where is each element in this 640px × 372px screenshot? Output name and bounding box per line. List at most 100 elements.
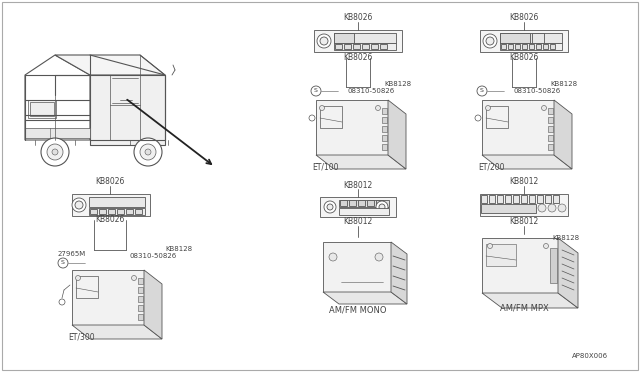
Bar [90,209,97,214]
Bar [548,126,553,132]
Circle shape [131,276,136,280]
Polygon shape [72,270,144,325]
Bar [545,195,551,203]
Bar [28,100,56,118]
Text: KB8026: KB8026 [509,54,539,62]
Text: KB8128: KB8128 [550,81,577,87]
Bar [367,200,374,206]
Polygon shape [72,325,162,339]
Bar [320,197,396,217]
Polygon shape [90,75,165,145]
Circle shape [320,37,328,45]
Bar [362,44,369,49]
Bar [480,194,568,216]
Text: ET/300: ET/300 [68,333,95,341]
Polygon shape [55,55,165,75]
Bar [508,44,513,49]
Bar [138,296,143,302]
Text: ET/100: ET/100 [312,163,339,171]
Text: KB8128: KB8128 [552,235,579,241]
Bar [89,208,145,215]
Circle shape [145,149,151,155]
Bar [89,197,145,207]
Bar [340,200,347,206]
Bar [334,43,396,50]
Circle shape [41,138,69,166]
Circle shape [59,299,65,305]
Text: KB8012: KB8012 [509,177,539,186]
Text: AM/FM MPX: AM/FM MPX [500,304,548,312]
Bar [382,108,387,114]
Text: S: S [61,260,65,266]
Bar [481,204,536,213]
Circle shape [541,106,547,110]
Bar [108,209,115,214]
Circle shape [486,37,494,45]
Bar [382,117,387,123]
Bar [548,108,553,114]
Text: KB8012: KB8012 [344,218,372,227]
Circle shape [538,204,546,212]
Bar [138,305,143,311]
Circle shape [140,144,156,160]
Bar [135,209,142,214]
Bar [371,44,378,49]
Text: KB8026: KB8026 [343,54,372,62]
Bar [138,278,143,284]
Circle shape [477,86,487,96]
Bar [380,44,387,49]
Bar [335,44,342,49]
Text: 08310-50826: 08310-50826 [348,88,396,94]
Text: 08310-50826: 08310-50826 [130,253,177,259]
Bar [334,33,354,43]
Text: ET/200: ET/200 [478,163,504,171]
Bar [358,200,365,206]
Text: KB8026: KB8026 [343,13,372,22]
Bar [548,117,553,123]
Bar [505,195,511,203]
Bar [536,44,541,49]
Circle shape [486,106,490,110]
Polygon shape [482,155,572,169]
Polygon shape [482,100,554,155]
Bar [548,135,553,141]
Circle shape [475,115,481,121]
Circle shape [543,244,548,248]
Polygon shape [388,100,406,169]
Bar [537,195,543,203]
Text: KB8012: KB8012 [509,218,539,227]
Bar [480,30,568,52]
Text: S: S [314,89,318,93]
Circle shape [72,198,86,212]
Bar [339,208,389,215]
Bar [138,287,143,293]
Circle shape [548,204,556,212]
Bar [126,209,133,214]
Bar [382,126,387,132]
Bar [515,44,520,49]
Bar [550,44,555,49]
Bar [138,314,143,320]
Bar [497,195,503,203]
Circle shape [309,115,315,121]
Bar [501,44,506,49]
Circle shape [558,204,566,212]
Bar [481,195,487,203]
Bar [550,248,557,283]
Text: KB8128: KB8128 [165,246,192,252]
Polygon shape [391,242,407,304]
Bar [543,44,548,49]
Circle shape [317,34,331,48]
Polygon shape [554,100,572,169]
Bar [382,144,387,150]
Bar [320,106,342,128]
Bar [513,195,519,203]
Bar [532,33,544,43]
Text: AM/FM MONO: AM/FM MONO [329,305,387,314]
Circle shape [483,34,497,48]
Bar [344,44,351,49]
Bar [339,200,389,207]
Bar [76,276,98,298]
Bar [500,33,562,43]
Circle shape [376,201,388,213]
